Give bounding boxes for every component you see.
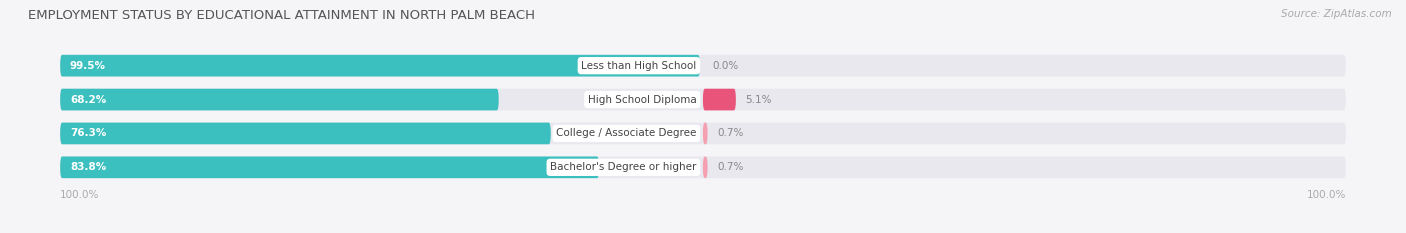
Text: 5.1%: 5.1%	[745, 95, 772, 105]
FancyBboxPatch shape	[703, 157, 707, 178]
FancyBboxPatch shape	[703, 123, 707, 144]
Text: High School Diploma: High School Diploma	[588, 95, 696, 105]
FancyBboxPatch shape	[60, 157, 599, 178]
FancyBboxPatch shape	[60, 89, 499, 110]
Text: 0.7%: 0.7%	[717, 128, 744, 138]
FancyBboxPatch shape	[60, 89, 1346, 110]
Text: 100.0%: 100.0%	[60, 190, 100, 200]
Text: Source: ZipAtlas.com: Source: ZipAtlas.com	[1281, 9, 1392, 19]
Text: Bachelor's Degree or higher: Bachelor's Degree or higher	[550, 162, 696, 172]
Text: 99.5%: 99.5%	[70, 61, 105, 71]
Text: 0.0%: 0.0%	[713, 61, 740, 71]
FancyBboxPatch shape	[60, 55, 1346, 76]
FancyBboxPatch shape	[60, 157, 1346, 178]
FancyBboxPatch shape	[703, 89, 735, 110]
FancyBboxPatch shape	[60, 55, 700, 76]
Text: Less than High School: Less than High School	[581, 61, 696, 71]
Text: 68.2%: 68.2%	[70, 95, 105, 105]
FancyBboxPatch shape	[60, 123, 551, 144]
Text: 83.8%: 83.8%	[70, 162, 105, 172]
Text: 76.3%: 76.3%	[70, 128, 107, 138]
Text: 100.0%: 100.0%	[1306, 190, 1346, 200]
FancyBboxPatch shape	[60, 123, 1346, 144]
Text: 0.7%: 0.7%	[717, 162, 744, 172]
Text: College / Associate Degree: College / Associate Degree	[557, 128, 696, 138]
Text: EMPLOYMENT STATUS BY EDUCATIONAL ATTAINMENT IN NORTH PALM BEACH: EMPLOYMENT STATUS BY EDUCATIONAL ATTAINM…	[28, 9, 536, 22]
